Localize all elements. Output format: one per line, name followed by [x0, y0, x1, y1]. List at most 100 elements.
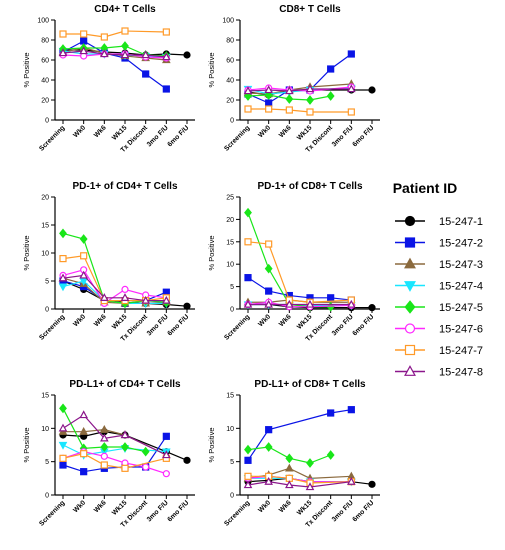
data-point [141, 295, 150, 304]
data-point [100, 442, 109, 452]
legend-marker [404, 365, 416, 376]
y-tick-label: 60 [226, 58, 234, 65]
x-tick-label: 3mo F/U [146, 499, 170, 523]
data-point [80, 30, 88, 38]
data-point [59, 228, 67, 239]
legend-label: 15-247-2 [439, 238, 483, 250]
data-point [244, 207, 252, 218]
data-point [58, 283, 68, 292]
y-tick-label: 0 [45, 493, 49, 500]
x-tick-label: Screening [38, 124, 66, 152]
data-point [121, 285, 129, 293]
legend-marker [404, 215, 416, 227]
y-tick-label: 20 [226, 217, 234, 224]
series [244, 274, 355, 304]
y-tick-label: 10 [41, 426, 49, 433]
x-tick-label: Wk15 [111, 313, 129, 331]
x-tick-label: Wk15 [111, 499, 129, 517]
y-tick-label: 80 [226, 38, 234, 45]
legend: Patient ID 15-247-115-247-215-247-315-24… [393, 180, 483, 379]
data-point [327, 294, 335, 302]
data-point [244, 105, 252, 113]
series-line [247, 409, 352, 461]
data-point [100, 433, 109, 442]
data-point [347, 476, 356, 485]
data-point [244, 444, 252, 455]
chart-panel: CD8+ T Cells 0 20 40 60 80 100 % Positive Screen… [207, 4, 380, 154]
legend-item: 15-247-5 [395, 300, 483, 314]
y-axis-label: % Positive [22, 52, 31, 87]
y-tick-label: 0 [45, 118, 49, 125]
series [243, 476, 356, 491]
data-point [100, 452, 108, 460]
data-point [120, 293, 130, 301]
data-point [285, 106, 293, 114]
data-point [121, 27, 129, 35]
data-point [141, 446, 150, 457]
series [244, 50, 355, 107]
data-point [80, 37, 88, 45]
data-point [285, 480, 294, 489]
x-tick-label: 6mo F/U [351, 313, 375, 337]
data-point [121, 464, 129, 472]
data-point [306, 458, 314, 468]
y-axis-label: % Positive [207, 52, 216, 87]
data-point [264, 476, 273, 485]
chart-title: CD4+ T Cells [94, 4, 156, 15]
legend-marker [404, 281, 416, 292]
y-tick-label: 10 [226, 262, 234, 269]
data-point [59, 30, 67, 38]
chart-title: PD-L1+ of CD4+ T Cells [69, 379, 181, 390]
data-point [59, 403, 67, 414]
x-tick-label: Screening [223, 499, 251, 527]
y-tick-label: 15 [226, 393, 234, 400]
data-point [285, 453, 294, 464]
series [59, 403, 150, 457]
data-point [243, 299, 253, 308]
legend-label: 15-247-1 [439, 216, 483, 228]
data-point [264, 442, 273, 452]
legend-items: 15-247-1 15-247-2 15-247-3 15-247-4 15-247-5… [395, 215, 483, 379]
y-tick-label: 15 [41, 393, 49, 400]
y-axis-label: % Positive [22, 235, 31, 270]
data-point [80, 252, 88, 260]
series [58, 46, 171, 61]
data-point [121, 442, 129, 452]
data-point [265, 99, 273, 107]
data-point [100, 293, 109, 301]
x-tick-label: Wk0 [72, 124, 87, 139]
y-tick-label: 5 [230, 284, 234, 291]
data-point [162, 52, 171, 61]
chart-panel: PD-1+ of CD4+ T Cells 0 5 10 15 20 % Positive S… [22, 181, 195, 343]
series [59, 448, 170, 478]
data-point [326, 450, 335, 460]
data-point [58, 441, 68, 450]
x-tick-label: 3mo F/U [146, 313, 170, 337]
x-tick-label: Wk0 [257, 499, 272, 514]
chart-title: PD-1+ of CD4+ T Cells [72, 181, 177, 192]
data-point [183, 51, 191, 59]
data-point [162, 295, 171, 304]
x-tick-label: 3mo F/U [331, 499, 355, 523]
legend-label: 15-247-5 [439, 302, 483, 314]
y-tick-label: 5 [45, 459, 49, 466]
data-point [79, 426, 88, 435]
chart-title: CD8+ T Cells [279, 4, 341, 15]
series-line [62, 50, 167, 58]
data-point [327, 65, 335, 73]
data-point [243, 480, 253, 489]
y-tick-label: 20 [41, 195, 49, 202]
y-tick-label: 60 [41, 58, 49, 65]
data-point [162, 450, 171, 459]
y-tick-label: 15 [41, 223, 49, 230]
x-tick-label: Wk6 [93, 124, 108, 139]
data-point [79, 234, 88, 244]
data-point [368, 304, 376, 312]
x-tick-label: Wk15 [296, 313, 314, 331]
legend-marker [404, 257, 416, 269]
y-tick-label: 40 [226, 78, 234, 85]
data-point [141, 50, 150, 59]
data-point [305, 299, 315, 308]
x-tick-label: Screening [223, 313, 251, 341]
x-tick-label: Screening [38, 313, 66, 341]
